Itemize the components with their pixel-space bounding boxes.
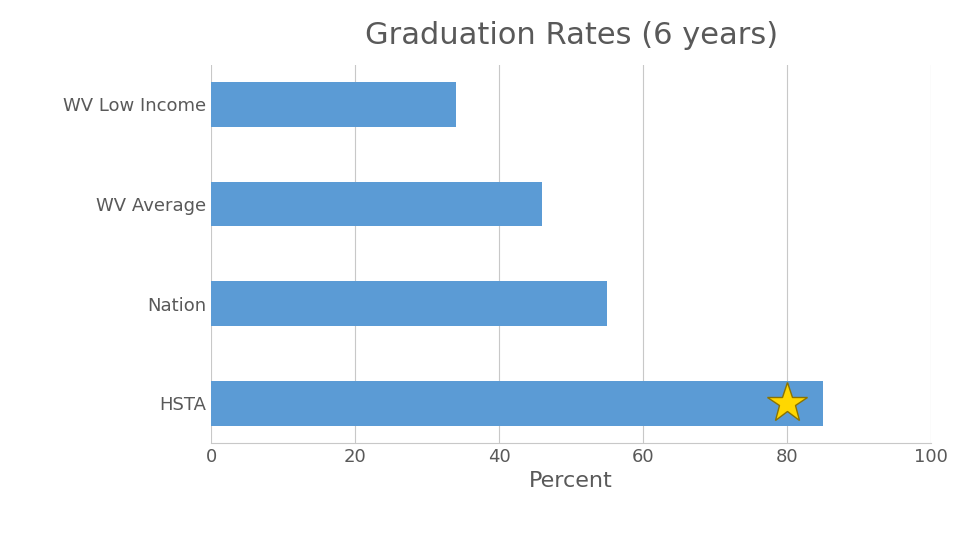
X-axis label: Percent: Percent [529, 471, 613, 491]
Bar [211, 181, 542, 226]
Bar [211, 281, 608, 326]
Title: Graduation Rates (6 years): Graduation Rates (6 years) [365, 21, 778, 50]
Bar [211, 381, 824, 426]
Bar [211, 82, 456, 127]
